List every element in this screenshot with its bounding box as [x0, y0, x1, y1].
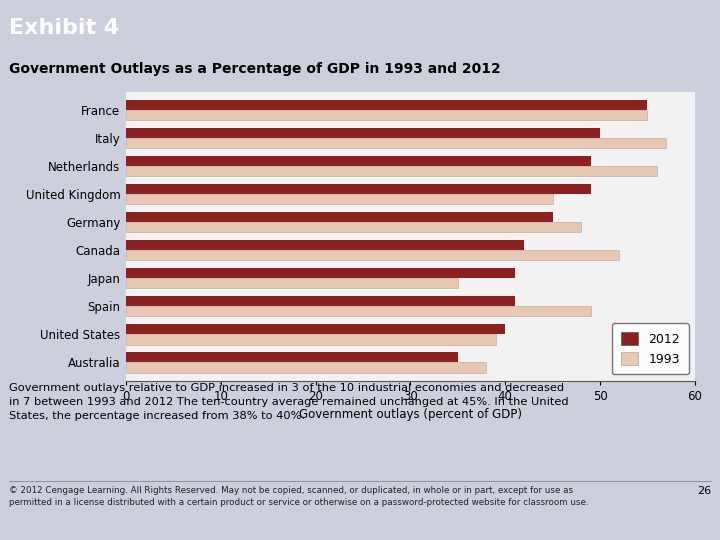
- X-axis label: Government outlays (percent of GDP): Government outlays (percent of GDP): [299, 408, 522, 421]
- Bar: [126, 268, 515, 278]
- Bar: [126, 110, 647, 120]
- Bar: [126, 362, 486, 373]
- Bar: [126, 325, 505, 334]
- Bar: [126, 353, 458, 362]
- Bar: [126, 334, 496, 345]
- Bar: [126, 184, 590, 194]
- Bar: [126, 250, 619, 260]
- Bar: [126, 306, 590, 316]
- Bar: [126, 138, 667, 148]
- Bar: [126, 100, 647, 110]
- Bar: [126, 240, 524, 250]
- Bar: [126, 156, 590, 166]
- Text: © 2012 Cengage Learning. All Rights Reserved. May not be copied, scanned, or dup: © 2012 Cengage Learning. All Rights Rese…: [9, 486, 588, 507]
- Text: Exhibit 4: Exhibit 4: [9, 18, 119, 38]
- Bar: [126, 296, 515, 306]
- Bar: [126, 222, 581, 232]
- Bar: [126, 278, 458, 288]
- Bar: [126, 166, 657, 176]
- Bar: [126, 194, 553, 204]
- Text: Government Outlays as a Percentage of GDP in 1993 and 2012: Government Outlays as a Percentage of GD…: [9, 62, 500, 76]
- Text: 26: 26: [697, 486, 711, 496]
- Bar: [126, 212, 553, 222]
- Text: Government outlays relative to GDP increased in 3 of the 10 industrial economies: Government outlays relative to GDP incre…: [9, 382, 568, 421]
- Bar: [126, 128, 600, 138]
- Legend: 2012, 1993: 2012, 1993: [612, 323, 688, 374]
